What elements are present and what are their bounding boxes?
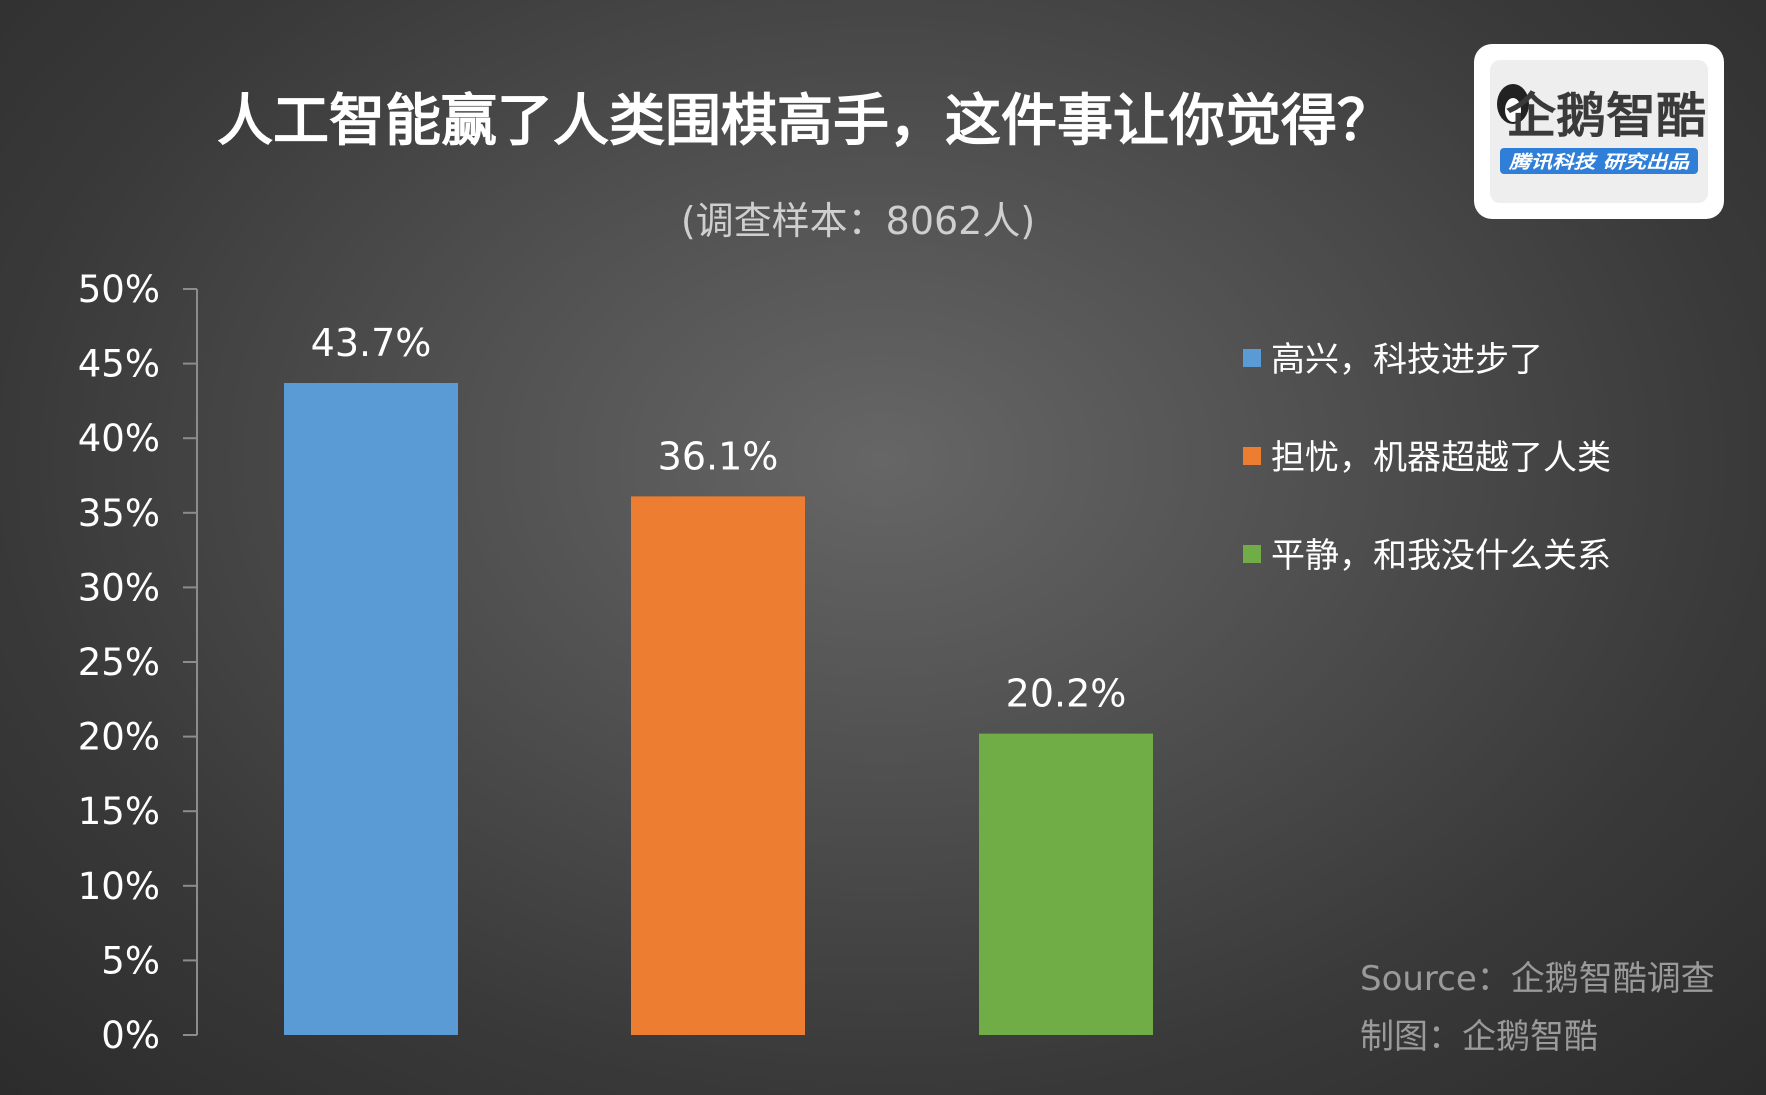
bar-value-label: 36.1% bbox=[658, 434, 779, 478]
y-tick-label: 25% bbox=[78, 641, 160, 684]
source-note: Source：企鹅智酷调查 bbox=[1360, 959, 1715, 999]
legend-label: 担忧，机器超越了人类 bbox=[1271, 438, 1611, 478]
bar bbox=[631, 496, 805, 1035]
y-tick-label: 20% bbox=[78, 716, 160, 759]
credit-note: 制图：企鹅智酷 bbox=[1360, 1017, 1598, 1057]
y-tick-label: 10% bbox=[78, 865, 160, 908]
legend-swatch bbox=[1243, 545, 1261, 563]
y-tick-label: 40% bbox=[78, 417, 160, 460]
y-tick-label: 35% bbox=[78, 492, 160, 535]
y-tick-label: 50% bbox=[78, 268, 160, 311]
penguin-belly-icon bbox=[1505, 98, 1521, 122]
legend-swatch bbox=[1243, 349, 1261, 367]
y-tick-label: 0% bbox=[101, 1014, 160, 1057]
bar-value-label: 43.7% bbox=[311, 321, 432, 365]
logo-tagline-bar bbox=[1500, 148, 1698, 174]
data-labels: 43.7% 36.1% 20.2% bbox=[311, 321, 1127, 716]
y-tick-label: 5% bbox=[101, 939, 160, 982]
chart-title: 人工智能赢了人类围棋高手，这件事让你觉得？ bbox=[217, 89, 1393, 154]
y-tick-label: 30% bbox=[78, 566, 160, 609]
y-tick-label: 45% bbox=[78, 343, 160, 386]
y-tick-label: 15% bbox=[78, 790, 160, 833]
legend-swatch bbox=[1243, 447, 1261, 465]
legend-label: 平静，和我没什么关系 bbox=[1271, 536, 1611, 576]
logo-tagline: 腾讯科技 研究出品 bbox=[1508, 152, 1690, 173]
bar-value-label: 20.2% bbox=[1006, 672, 1127, 716]
logo: 企鹅智酷 腾讯科技 研究出品 bbox=[1474, 44, 1724, 219]
legend-label: 高兴，科技进步了 bbox=[1271, 340, 1543, 380]
y-axis: 0% 5% 10% 15% 20% 25% 30% 35% 40% 45% 50% bbox=[78, 268, 198, 1057]
bars bbox=[284, 382, 1153, 1036]
logo-name: 企鹅智酷 bbox=[1506, 88, 1706, 144]
chart-subtitle: (调查样本：8062人) bbox=[681, 199, 1035, 243]
bar bbox=[979, 733, 1153, 1035]
bar bbox=[284, 382, 458, 1036]
